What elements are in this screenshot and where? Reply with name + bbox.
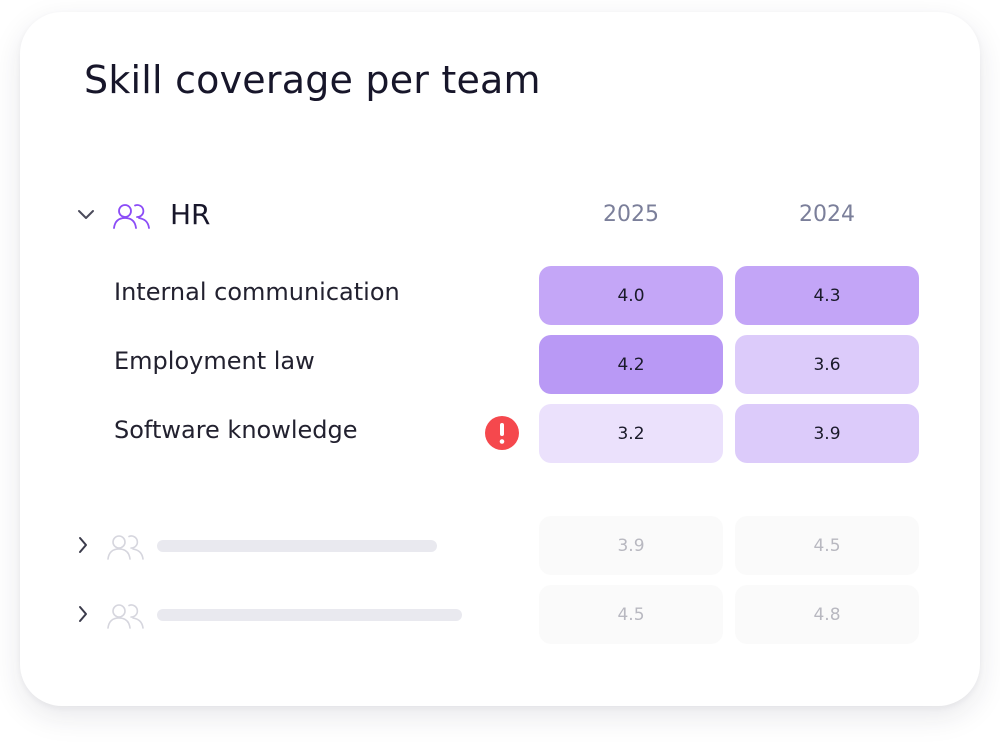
chevron-right-icon[interactable]: [76, 604, 90, 628]
team-icon: [106, 600, 146, 634]
score-cell[interactable]: 4.0: [539, 266, 723, 325]
skill-label: Employment law: [114, 347, 315, 375]
score-cell[interactable]: 4.8: [735, 585, 919, 644]
chevron-right-icon[interactable]: [76, 535, 90, 559]
column-header-2025: 2025: [603, 202, 659, 227]
team-icon: [112, 200, 152, 234]
warning-icon[interactable]: [485, 416, 519, 454]
score-cell[interactable]: 3.9: [539, 516, 723, 575]
score-cell[interactable]: 4.3: [735, 266, 919, 325]
team-icon: [106, 531, 146, 565]
score-cell[interactable]: 4.5: [539, 585, 723, 644]
score-cell[interactable]: 4.5: [735, 516, 919, 575]
score-cell[interactable]: 4.2: [539, 335, 723, 394]
team-name-placeholder: [157, 540, 437, 552]
score-cell[interactable]: 3.9: [735, 404, 919, 463]
page-title: Skill coverage per team: [84, 58, 541, 102]
team-name-placeholder: [157, 609, 462, 621]
skill-label: Internal communication: [114, 278, 400, 306]
column-header-2024: 2024: [799, 202, 855, 227]
skill-label: Software knowledge: [114, 416, 358, 444]
team-name[interactable]: HR: [170, 198, 211, 231]
score-cell[interactable]: 3.6: [735, 335, 919, 394]
score-cell[interactable]: 3.2: [539, 404, 723, 463]
chevron-down-icon[interactable]: [76, 206, 96, 224]
